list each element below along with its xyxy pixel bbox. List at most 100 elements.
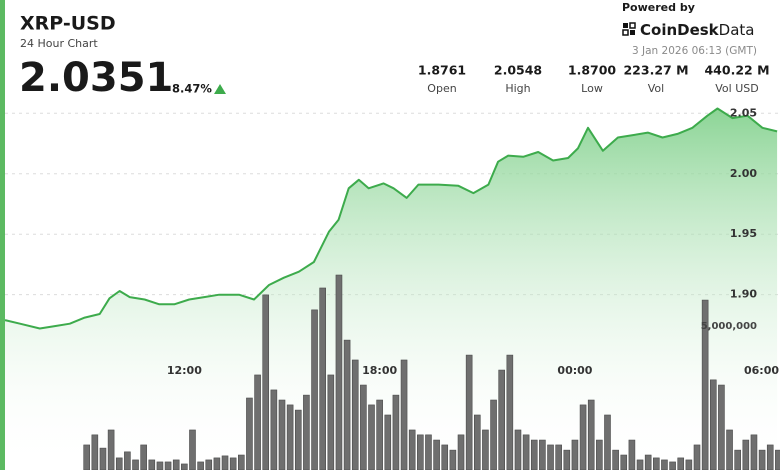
volume-bar (83, 444, 90, 470)
x-tick-label: 18:00 (362, 364, 397, 377)
volume-bar (115, 457, 123, 470)
volume-bar (360, 384, 367, 470)
volume-bar (498, 369, 506, 470)
stat-value: 1.8761 (418, 63, 466, 78)
volume-bar (148, 459, 156, 470)
volume-bar (620, 454, 628, 470)
volume-bar (449, 449, 457, 470)
volume-bar (677, 457, 685, 470)
volume-bar (189, 429, 196, 470)
stat-value: 1.8700 (568, 63, 617, 78)
volume-bars (83, 274, 780, 470)
volume-bar (579, 404, 587, 470)
axis-labels: 1.90 1.95 2.00 2.05 5,000,000 12:00 18:00 00:00… (167, 106, 780, 377)
y-tick-label: 1.95 (730, 227, 757, 240)
volume-bar (661, 459, 668, 470)
x-tick-label: 06:00 (744, 364, 779, 377)
volume-bar (465, 354, 473, 470)
volume-bar (238, 454, 245, 470)
stat-label: Low (581, 82, 603, 95)
volume-bar (99, 447, 107, 470)
volume-bar (425, 434, 432, 470)
volume-bar (636, 459, 644, 470)
volume-bar (734, 449, 741, 470)
volume-bar (709, 379, 717, 470)
volume-bar (140, 444, 147, 470)
volume-bar (156, 461, 164, 470)
volume-bar (726, 429, 733, 470)
stat-label: Open (427, 82, 456, 95)
volume-bar (669, 461, 676, 470)
accent-border (0, 0, 5, 470)
x-tick-label: 12:00 (167, 364, 202, 377)
y-tick-label: 1.90 (730, 288, 757, 301)
volume-bar (547, 444, 554, 470)
y-tick-label: 2.00 (730, 167, 757, 180)
volume-bar (514, 429, 522, 470)
volume-bar (327, 374, 335, 470)
powered-by: Powered by (622, 1, 695, 14)
brand: CoinDeskData (640, 21, 755, 39)
volume-bar (563, 449, 571, 470)
volume-bar (351, 359, 359, 470)
stat-label: Vol USD (715, 82, 758, 95)
stat-value: 223.27 M (623, 63, 688, 78)
x-tick-label: 00:00 (557, 364, 592, 377)
volume-bar (181, 463, 188, 470)
volume-bar (229, 457, 237, 470)
volume-bar (482, 429, 489, 470)
volume-bar (750, 434, 758, 470)
volume-bar (368, 404, 375, 470)
volume-bar (278, 399, 286, 470)
volume-bar (571, 439, 579, 470)
volume-bar (343, 339, 351, 470)
volume-bar (775, 449, 780, 470)
volume-bar (408, 429, 416, 470)
volume-bar (653, 457, 660, 470)
volume-bar (246, 397, 253, 470)
volume-bar (522, 434, 530, 470)
chart-title: XRP-USD (20, 13, 116, 35)
stat-value: 440.22 M (704, 63, 769, 78)
volume-bar (270, 389, 278, 470)
volume-bar (587, 399, 595, 470)
volume-bar (197, 461, 204, 470)
volume-bar (400, 359, 408, 470)
brand-suffix: Data (719, 21, 755, 39)
volume-bar (124, 451, 131, 470)
volume-bar (555, 444, 562, 470)
brand-logo (622, 22, 636, 36)
volume-bar (604, 414, 611, 470)
header: XRP-USD 24 Hour Chart 2.0351 8.47% Power… (19, 1, 757, 101)
volume-bar (644, 454, 652, 470)
volume-bar (286, 404, 294, 470)
volume-bar (506, 354, 514, 470)
volume-bar (303, 394, 310, 470)
volume-bar (164, 461, 172, 470)
brand-name: CoinDesk (640, 21, 720, 39)
volume-bar (132, 459, 139, 470)
plot-area (4, 107, 780, 470)
y2-tick-label: 5,000,000 (701, 321, 757, 332)
volume-bar (254, 374, 261, 470)
volume-bar (376, 399, 383, 470)
volume-bar (441, 444, 449, 470)
stats: 1.8761 Open 2.0548 High 1.8700 Low 223.27 M Vol… (418, 63, 770, 96)
volume-bar (628, 439, 636, 470)
volume-bar (311, 309, 318, 470)
volume-bar (766, 444, 774, 470)
stat-label: High (505, 82, 530, 95)
volume-bar (742, 439, 750, 470)
volume-bar (596, 439, 603, 470)
volume-bar (319, 287, 326, 470)
volume-bar (473, 414, 481, 470)
volume-bar (384, 414, 392, 470)
price-line (4, 107, 778, 330)
timestamp: 3 Jan 2026 06:13 (GMT) (632, 45, 757, 57)
volume-bar (758, 449, 766, 470)
volume-bar (213, 457, 221, 470)
volume-bar (417, 434, 424, 470)
volume-bar (539, 439, 546, 470)
